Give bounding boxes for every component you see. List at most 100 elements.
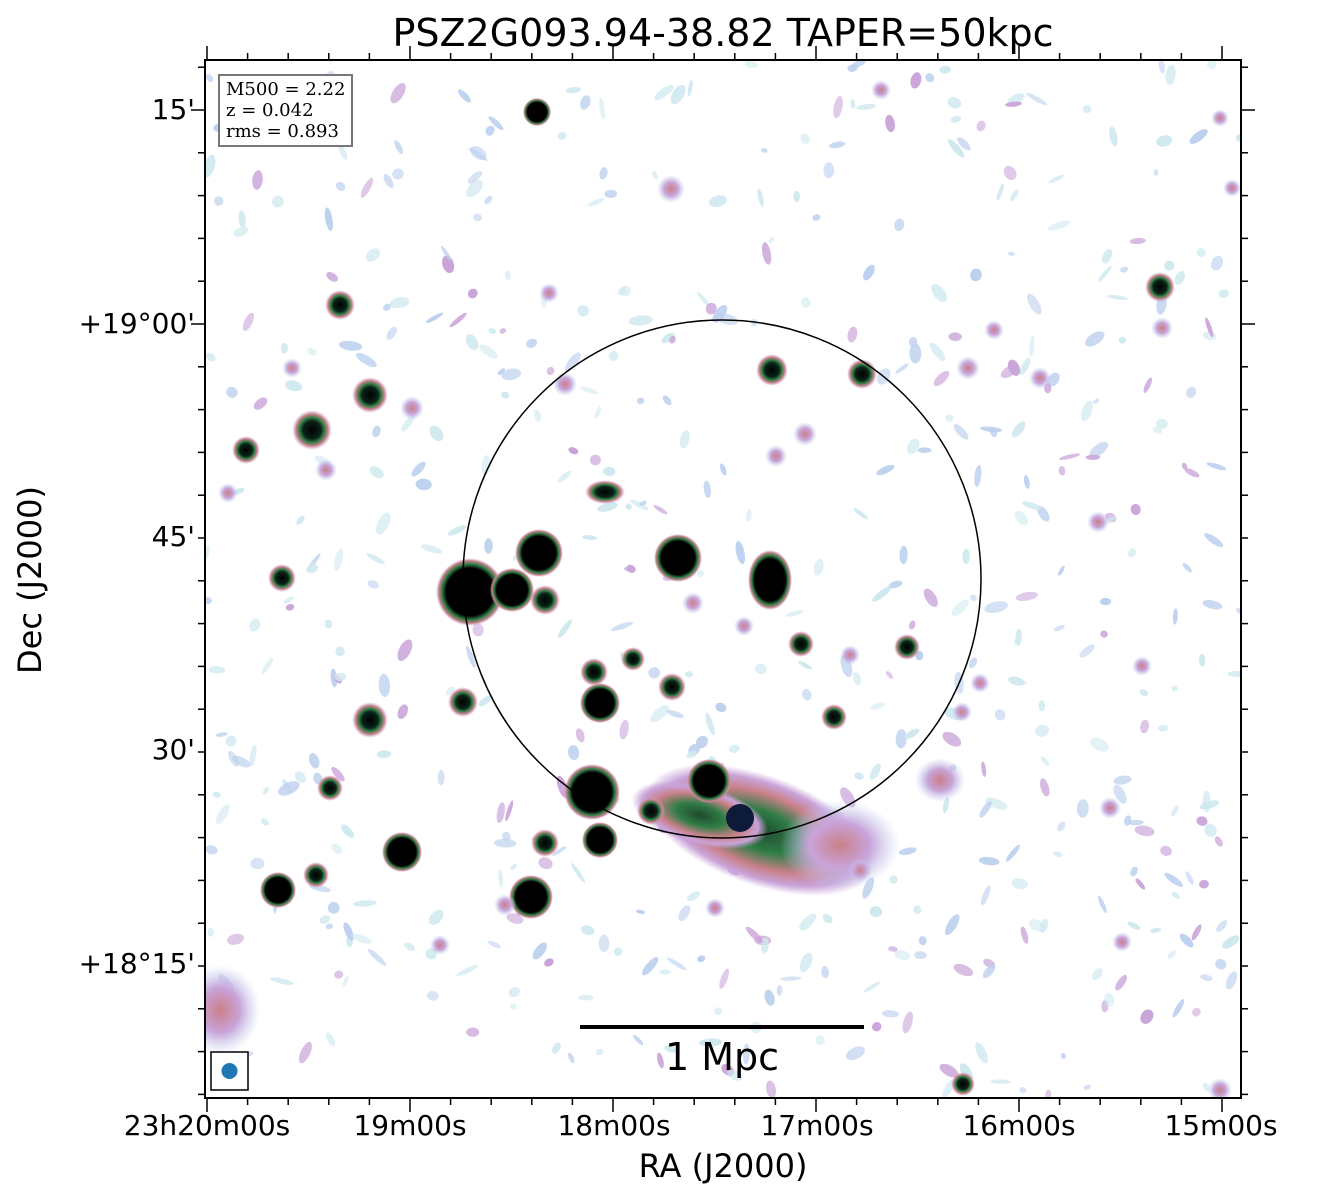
noise-blob	[745, 926, 763, 943]
noise-blob	[944, 414, 954, 422]
noise-blob	[280, 342, 288, 354]
noise-blob	[813, 558, 824, 576]
noise-blob	[571, 863, 585, 883]
noise-blob	[623, 566, 635, 572]
noise-blob	[1010, 189, 1019, 202]
noise-blob	[1020, 926, 1029, 944]
noise-blob	[1038, 700, 1046, 712]
noise-blob	[580, 925, 595, 936]
noise-blob	[1171, 805, 1179, 817]
noise-blob	[205, 352, 216, 362]
noise-blob	[776, 985, 783, 996]
noise-blob	[389, 297, 410, 309]
noise-blob	[654, 84, 674, 101]
noise-blob	[1153, 169, 1159, 176]
noise-blob	[445, 686, 455, 696]
plot-title: PSZ2G093.94-38.82 TAPER=50kpc	[392, 11, 1054, 55]
noise-blob	[394, 140, 404, 155]
noise-blob	[869, 906, 883, 918]
noise-blob	[568, 447, 579, 455]
noise-blob	[1040, 756, 1050, 766]
noise-blob	[985, 797, 1008, 810]
noise-blob	[942, 731, 962, 747]
noise-blob	[1128, 819, 1144, 826]
noise-blob	[1090, 737, 1109, 752]
noise-blob	[1143, 377, 1153, 393]
noise-blob	[510, 863, 517, 871]
y-tick-label: 45'	[151, 520, 195, 553]
mass-value: M500 = 2.22	[226, 79, 346, 100]
noise-blob	[580, 386, 599, 395]
noise-blob	[488, 116, 504, 131]
noise-blob	[1115, 974, 1127, 991]
noise-blob	[793, 190, 801, 203]
noise-blob	[968, 657, 978, 669]
noise-blob	[894, 218, 905, 232]
noise-blob	[602, 466, 616, 477]
noise-blob	[923, 588, 938, 608]
noise-blob	[1192, 1007, 1201, 1017]
noise-blob	[1140, 719, 1150, 734]
noise-blob	[496, 802, 505, 824]
noise-blob	[1113, 784, 1127, 804]
noise-blob	[908, 336, 918, 348]
noise-blob	[215, 804, 230, 825]
noise-blob	[882, 1010, 899, 1018]
noise-blob	[365, 248, 381, 262]
noise-blob	[978, 856, 1000, 866]
noise-blob	[449, 312, 467, 328]
noise-blob	[1204, 533, 1224, 548]
noise-blob	[728, 744, 740, 753]
noise-blob	[636, 909, 646, 914]
noise-blob	[307, 348, 317, 356]
noise-blob	[1158, 60, 1165, 74]
noise-blob	[208, 666, 226, 674]
x-axis-label: RA (J2000)	[638, 1147, 808, 1185]
noise-blob	[1118, 336, 1126, 344]
noise-blob	[1160, 845, 1172, 856]
noise-blob	[698, 1038, 723, 1047]
noise-blob	[1053, 624, 1065, 632]
noise-blob	[546, 366, 555, 376]
noise-blob	[1236, 607, 1241, 614]
noise-blob	[1011, 878, 1028, 890]
noise-blob	[1083, 1084, 1091, 1090]
noise-blob	[869, 763, 881, 780]
noise-blob	[296, 515, 305, 525]
noise-blob	[440, 246, 452, 261]
noise-blob	[902, 1011, 914, 1034]
noise-blob	[833, 95, 843, 119]
noise-blob	[850, 99, 856, 109]
noise-blob	[1167, 950, 1176, 959]
noise-blob	[914, 951, 927, 959]
noise-blob	[242, 312, 254, 332]
noise-blob	[597, 502, 618, 512]
noise-blob	[925, 73, 935, 83]
noise-blob	[1010, 677, 1028, 684]
noise-blob	[589, 454, 601, 466]
noise-blob	[1099, 597, 1112, 606]
noise-blob	[764, 989, 775, 1006]
noise-blob	[270, 977, 294, 985]
noise-blob	[760, 148, 768, 153]
noise-blob	[1181, 462, 1188, 471]
redshift-value: z = 0.042	[226, 100, 314, 121]
noise-blob	[766, 1080, 776, 1098]
noise-blob	[705, 712, 715, 736]
noise-blob	[1029, 335, 1035, 357]
noise-blob	[1172, 999, 1185, 1018]
noise-blob	[754, 663, 767, 675]
x-tick-label: 19m00s	[353, 1109, 467, 1142]
noise-blob	[727, 1069, 743, 1081]
noise-blob	[715, 313, 738, 325]
noise-blob	[227, 933, 245, 945]
noise-blob	[1156, 135, 1173, 147]
noise-blob	[1152, 426, 1163, 434]
noise-blob	[669, 335, 676, 344]
noise-blob	[271, 195, 284, 208]
noise-blob	[595, 1048, 604, 1056]
noise-blob	[1184, 468, 1200, 478]
noise-blob	[404, 942, 416, 951]
noise-blob	[1202, 331, 1217, 341]
noise-blob	[497, 368, 506, 375]
